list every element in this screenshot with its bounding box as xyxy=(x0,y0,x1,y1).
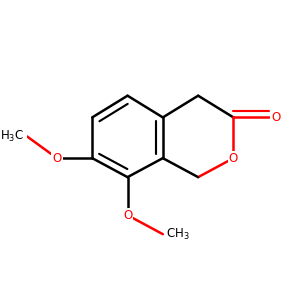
Text: H$_3$C: H$_3$C xyxy=(0,129,24,144)
Text: O: O xyxy=(229,152,238,165)
Text: O: O xyxy=(272,111,281,124)
Text: O: O xyxy=(52,152,62,165)
Text: CH$_3$: CH$_3$ xyxy=(166,226,189,242)
Text: O: O xyxy=(123,209,132,222)
